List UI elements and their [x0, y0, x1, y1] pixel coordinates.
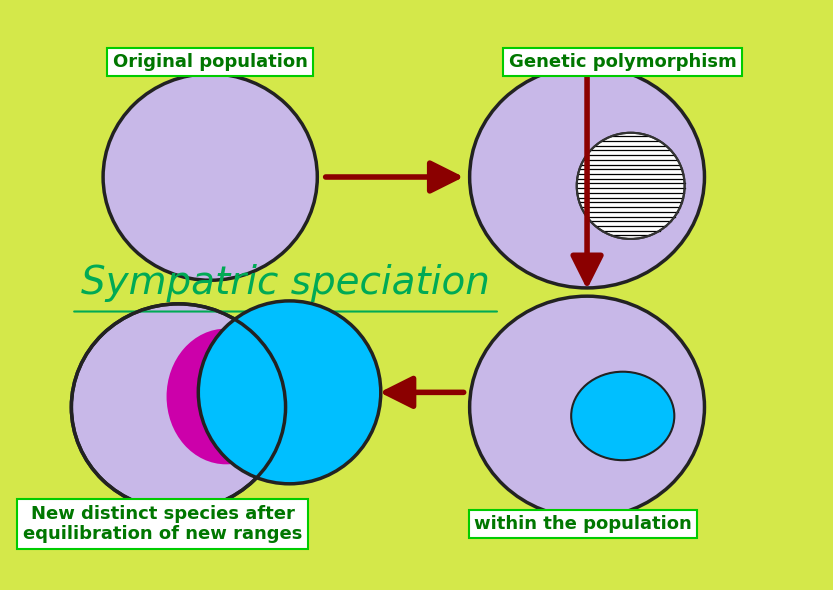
Ellipse shape [470, 66, 705, 288]
Ellipse shape [103, 74, 317, 280]
Ellipse shape [167, 329, 286, 464]
Text: Sympatric speciation: Sympatric speciation [81, 264, 490, 302]
Text: within the population: within the population [474, 515, 692, 533]
Ellipse shape [72, 304, 286, 510]
Ellipse shape [198, 301, 381, 484]
Ellipse shape [576, 133, 685, 239]
Text: Original population: Original population [112, 53, 307, 71]
Text: Genetic polymorphism: Genetic polymorphism [509, 53, 736, 71]
Text: New distinct species after
equilibration of new ranges: New distinct species after equilibration… [23, 504, 302, 543]
Ellipse shape [470, 296, 705, 518]
Ellipse shape [571, 372, 675, 460]
